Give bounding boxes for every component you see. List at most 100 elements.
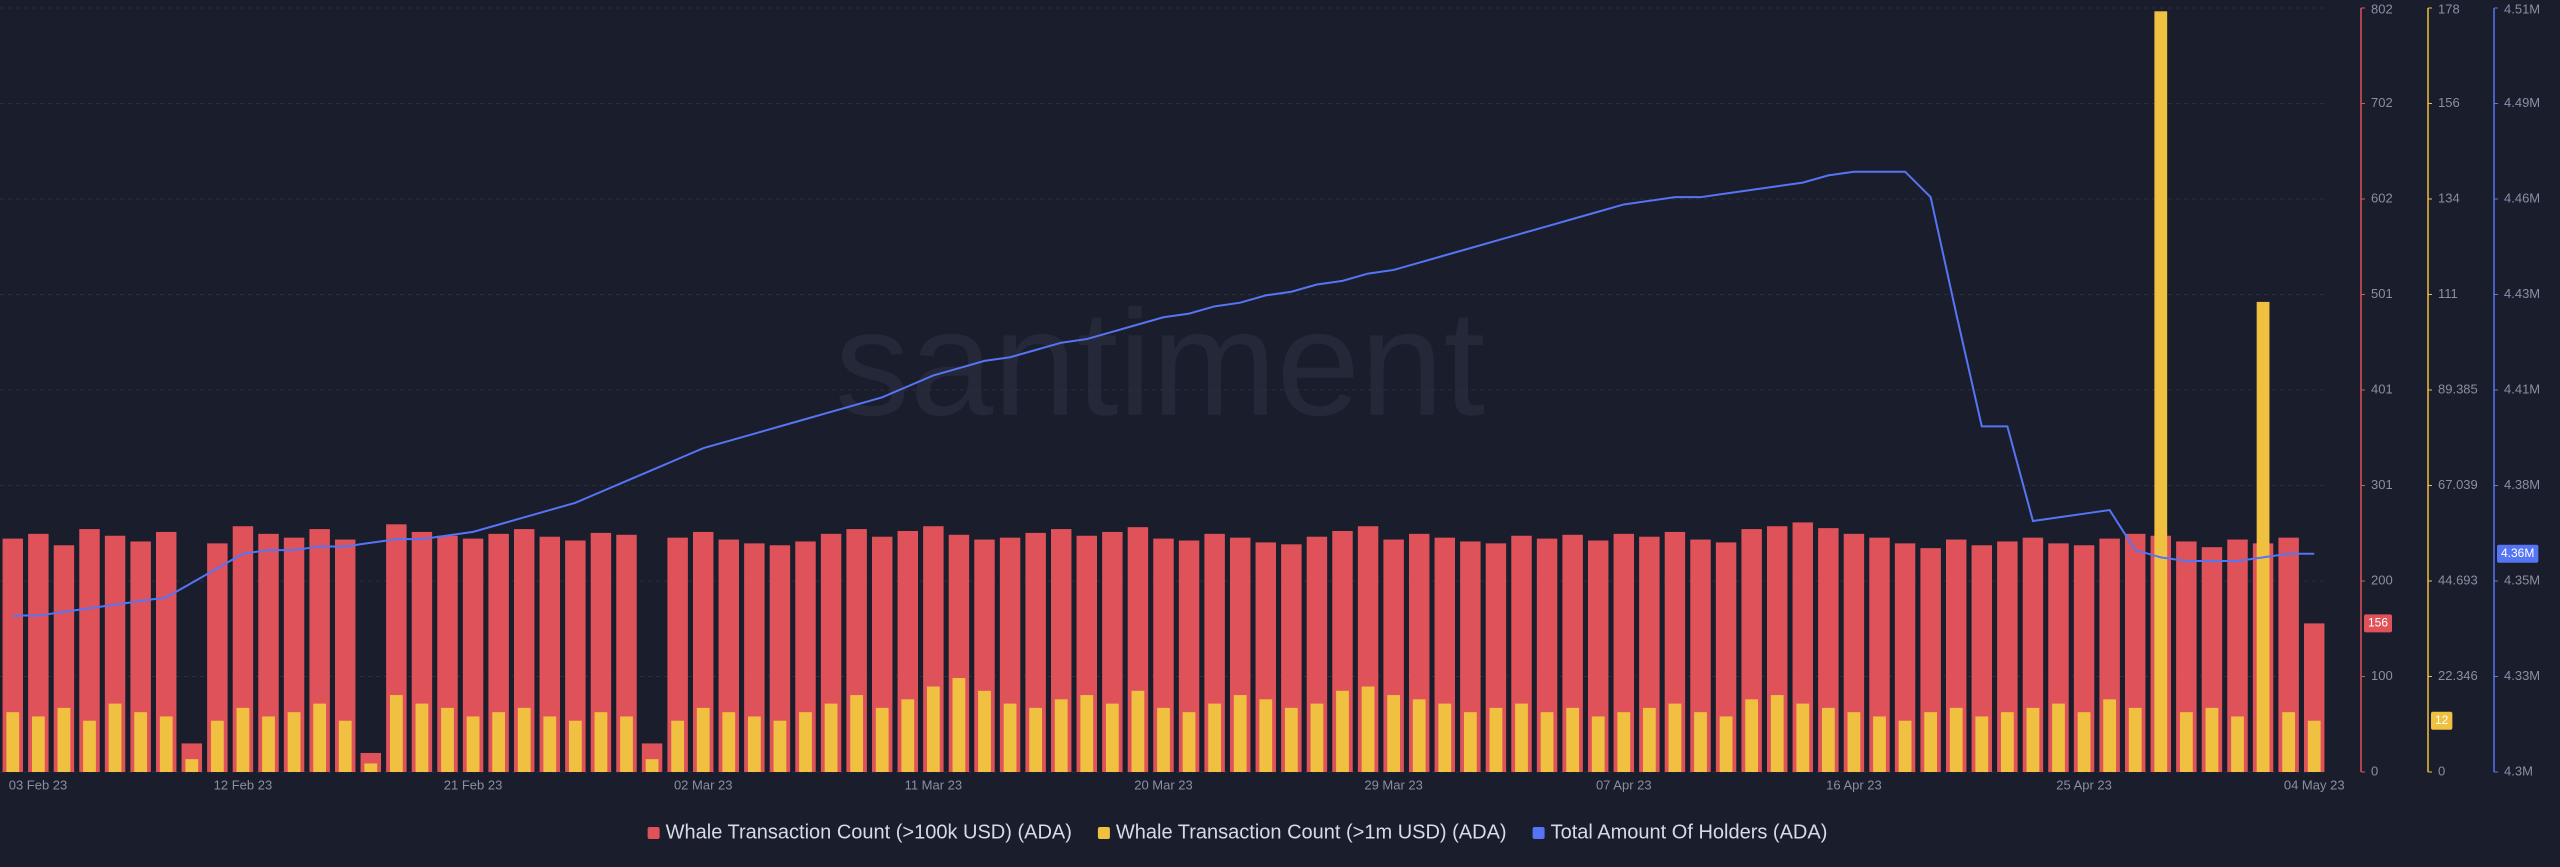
bar [1715,542,1737,772]
bar [667,537,688,772]
y-tick-label: 4.49M [2504,95,2540,110]
y-tick-label: 89.385 [2438,381,2478,396]
bar [2227,539,2248,772]
y-tick-label: 134 [2438,190,2460,205]
x-tick-label: 07 Apr 23 [1596,777,1652,792]
y-tick-label: 111 [2438,286,2458,301]
bar [258,533,279,772]
value-label: 156 [2368,616,2388,630]
y-tick-label: 44.693 [2438,572,2478,587]
bar [645,759,659,772]
bar [1566,707,1580,772]
bar [2128,707,2142,772]
bar [2256,301,2270,772]
bar [2026,707,2040,772]
bar [1587,540,1609,772]
y-tick-label: 67.039 [2438,477,2478,492]
bar [978,690,991,772]
bar [901,699,915,772]
legend-swatch [1532,827,1545,839]
value-badge [2431,711,2453,730]
bar [1719,716,1733,772]
bar [1463,712,1477,772]
bar [1003,703,1017,772]
bar [236,707,250,772]
bar [1208,703,1222,772]
bar [492,712,506,772]
y-tick-label: 156 [2438,95,2460,110]
bar [1668,703,1682,772]
bar [364,763,378,772]
bar [1029,707,1043,772]
legend-swatch [1097,827,1110,839]
bar [565,540,586,772]
bar [517,707,531,772]
bar [2103,699,2117,772]
y-tick-label: 200 [2371,572,2393,587]
bar [210,720,224,772]
bar [2052,703,2065,772]
bar [415,703,429,772]
bar [1873,716,1886,772]
bar [1182,712,1196,772]
bar [83,720,96,772]
legend-label: Whale Transaction Count (>100k USD) (ADA… [666,821,1072,843]
bar [1869,537,1890,772]
bar [1515,703,1528,772]
y-tick-label: 178 [2438,1,2460,16]
bar [594,712,608,772]
bar [338,720,352,772]
bar [952,677,966,772]
bar [2179,712,2193,772]
bar [2282,712,2296,772]
bar [1489,707,1503,772]
bar [1949,707,1963,772]
bar [389,695,403,772]
bar [185,759,199,772]
bar [2205,707,2219,772]
bar [108,703,122,772]
bar [1131,690,1145,772]
line [12,170,2315,617]
bar [134,712,148,772]
bar [769,545,791,772]
bar [1591,716,1605,772]
bar [568,720,582,772]
y-tick-label: 802 [2371,1,2393,16]
x-tick-label: 03 Feb 23 [9,777,68,792]
bar [2231,716,2244,772]
bar [155,531,177,772]
bar [543,716,557,772]
y-tick-label: 100 [2371,668,2393,683]
bar [1617,712,1631,772]
bar [287,712,301,772]
bar [1745,699,1759,772]
bar [1233,695,1247,772]
bar [1694,712,1707,772]
y-tick-label: 602 [2371,190,2393,205]
bar [799,712,812,772]
bar [773,720,787,772]
bar [2154,11,2168,772]
y-tick-label: 4.38M [2504,477,2540,492]
bar [159,716,173,772]
bar [671,720,685,772]
bar [1796,703,1810,772]
bar [441,707,454,772]
legend-label: Total Amount Of Holders (ADA) [1551,821,1828,843]
bar [696,707,710,772]
bar [1412,699,1426,772]
bar [1898,720,1912,772]
bar [824,703,838,772]
bar [1438,703,1452,772]
y-tick-label: 4.43M [2504,286,2540,301]
y-tick-label: 0 [2438,763,2445,778]
bar [1157,707,1170,772]
bar [926,686,940,772]
bar [722,712,736,772]
x-tick-label: 21 Feb 23 [444,777,503,792]
bar [1924,712,1938,772]
y-tick-label: 702 [2371,95,2393,110]
y-tick-label: 301 [2371,477,2393,492]
x-tick-label: 04 May 23 [2284,777,2345,792]
